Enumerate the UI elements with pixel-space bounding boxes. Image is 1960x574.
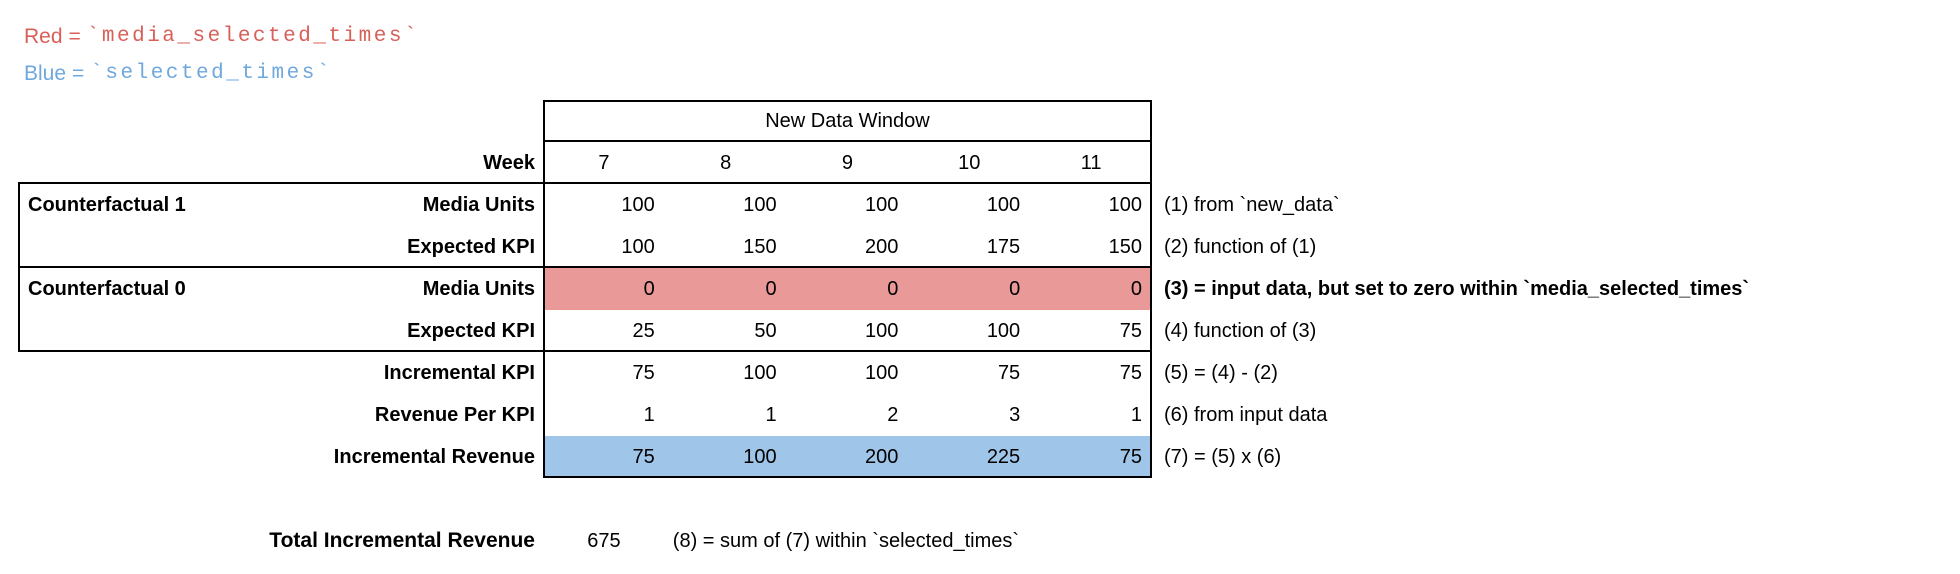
data-cell-blue: 75 bbox=[1030, 436, 1152, 478]
table-border-line bbox=[543, 100, 545, 478]
data-cell-blue: 100 bbox=[664, 436, 787, 478]
row-annotation: (7) = (5) x (6) bbox=[1163, 445, 1282, 468]
legend-red-name: Red bbox=[24, 24, 63, 48]
table-border-line bbox=[18, 182, 20, 352]
row-label: Incremental KPI bbox=[383, 361, 535, 384]
row-annotation: (6) from input data bbox=[1163, 403, 1328, 426]
table-row-cf1-expected-kpi: Expected KPI 100 150 200 175 150 (2) fun… bbox=[18, 226, 1749, 268]
week-label: Week bbox=[483, 151, 535, 174]
data-cell: 50 bbox=[754, 320, 777, 342]
total-value: 675 bbox=[587, 529, 621, 552]
total-annotation: (8) = sum of (7) within `selected_times` bbox=[672, 529, 1020, 552]
row-label: Expected KPI bbox=[407, 319, 535, 342]
data-cell: 100 bbox=[865, 194, 899, 216]
legend-red-line: Red = `media_selected_times` bbox=[24, 18, 419, 55]
data-cell: 100 bbox=[865, 320, 899, 342]
data-cell: 100 bbox=[865, 362, 899, 384]
data-cell-red: 0 bbox=[786, 268, 909, 310]
legend-red-code: `media_selected_times` bbox=[86, 25, 420, 48]
data-cell: 75 bbox=[632, 362, 655, 384]
data-cell: 25 bbox=[632, 320, 655, 342]
legend-blue-code: `selected_times` bbox=[90, 62, 332, 85]
data-cell: 75 bbox=[997, 362, 1021, 384]
data-cell-blue: 75 bbox=[543, 436, 665, 478]
data-cell-blue: 200 bbox=[786, 436, 909, 478]
row-annotation: (1) from `new_data` bbox=[1163, 193, 1340, 216]
group-label: Counterfactual 0 bbox=[28, 277, 186, 300]
total-row: Total Incremental Revenue 675 (8) = sum … bbox=[18, 525, 1019, 557]
table-header-row: New Data Window bbox=[18, 100, 1749, 142]
group-label: Counterfactual 1 bbox=[28, 193, 186, 216]
data-cell-red: 0 bbox=[908, 268, 1031, 310]
table-row-incremental-kpi: Incremental KPI 75 100 100 75 75 (5) = (… bbox=[18, 352, 1749, 394]
calculation-table: New Data Window Week 7 8 9 10 11 Counter… bbox=[18, 100, 1749, 478]
data-cell: 1 bbox=[1130, 404, 1142, 426]
data-cell: 100 bbox=[986, 320, 1021, 342]
data-cell: 100 bbox=[743, 194, 777, 216]
data-cell: 175 bbox=[986, 236, 1021, 258]
table-row-incremental-revenue: Incremental Revenue 75 100 200 225 75 (7… bbox=[18, 436, 1749, 478]
data-cell: 1 bbox=[765, 404, 777, 426]
legend-blue-line: Blue = `selected_times` bbox=[24, 55, 419, 92]
table-border-line bbox=[543, 476, 1152, 478]
data-cell: 75 bbox=[1119, 320, 1142, 342]
data-cell: 200 bbox=[865, 236, 899, 258]
row-annotation: (4) function of (3) bbox=[1163, 319, 1317, 342]
row-annotation: (2) function of (1) bbox=[1163, 235, 1317, 258]
data-cell-blue: 225 bbox=[908, 436, 1031, 478]
data-cell: 3 bbox=[1009, 404, 1021, 426]
data-cell: 100 bbox=[1108, 194, 1142, 216]
row-label: Media Units bbox=[422, 193, 535, 216]
table-row-cf0-media-units: Counterfactual 0 Media Units 0 0 0 0 0 (… bbox=[18, 268, 1749, 310]
table-row-cf0-expected-kpi: Expected KPI 25 50 100 100 75 (4) functi… bbox=[18, 310, 1749, 352]
table-border-line bbox=[18, 350, 1152, 352]
data-cell: 75 bbox=[1119, 362, 1142, 384]
table-border-line bbox=[1150, 100, 1152, 478]
row-label: Incremental Revenue bbox=[333, 445, 535, 468]
row-label: Expected KPI bbox=[407, 235, 535, 258]
row-annotation: (3) = input data, but set to zero within… bbox=[1163, 277, 1750, 300]
legend-blue-name: Blue bbox=[24, 61, 67, 85]
table-border-line bbox=[543, 100, 1152, 102]
week-value: 8 bbox=[720, 152, 732, 174]
week-row: Week 7 8 9 10 11 bbox=[18, 142, 1749, 184]
table-border-line bbox=[543, 140, 1152, 142]
data-cell-red: 0 bbox=[664, 268, 787, 310]
data-cell: 100 bbox=[621, 236, 655, 258]
row-label: Media Units bbox=[422, 277, 535, 300]
legend: Red = `media_selected_times` Blue = `sel… bbox=[24, 18, 419, 92]
data-cell: 150 bbox=[1108, 236, 1142, 258]
week-value: 11 bbox=[1080, 152, 1102, 174]
data-cell-red: 0 bbox=[543, 268, 665, 310]
data-cell-red: 0 bbox=[1030, 268, 1152, 310]
week-value: 9 bbox=[841, 152, 854, 174]
week-value: 7 bbox=[598, 152, 610, 174]
table-border-line bbox=[18, 182, 1152, 184]
legend-red-equals: = bbox=[68, 24, 81, 48]
week-value: 10 bbox=[958, 152, 981, 174]
row-annotation: (5) = (4) - (2) bbox=[1163, 361, 1278, 384]
table-row-cf1-media-units: Counterfactual 1 Media Units 100 100 100… bbox=[18, 184, 1749, 226]
data-cell: 100 bbox=[621, 194, 655, 216]
data-cell: 2 bbox=[887, 404, 899, 426]
data-cell: 100 bbox=[986, 194, 1021, 216]
total-label: Total Incremental Revenue bbox=[269, 529, 535, 552]
new-data-window-header: New Data Window bbox=[765, 109, 930, 132]
row-label: Revenue Per KPI bbox=[374, 403, 535, 426]
data-cell: 100 bbox=[743, 362, 777, 384]
table-row-revenue-per-kpi: Revenue Per KPI 1 1 2 3 1 (6) from input… bbox=[18, 394, 1749, 436]
data-cell: 150 bbox=[743, 236, 777, 258]
data-cell: 1 bbox=[643, 404, 655, 426]
table-border-line bbox=[18, 266, 1152, 268]
legend-blue-equals: = bbox=[72, 61, 85, 85]
